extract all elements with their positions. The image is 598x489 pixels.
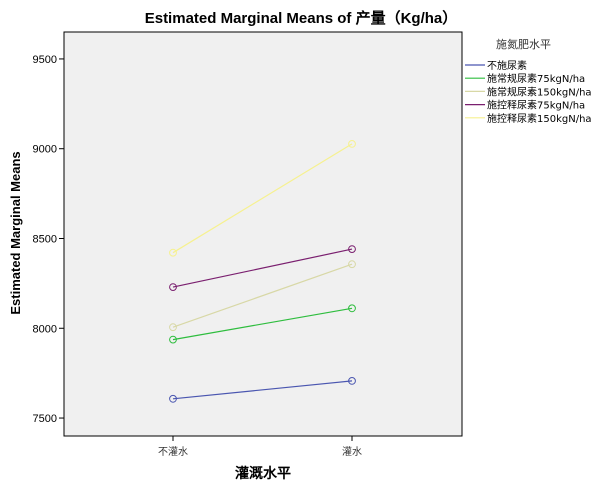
chart-title: Estimated Marginal Means of 产量（Kg/ha）: [145, 9, 458, 27]
series-layer: [169, 140, 356, 403]
legend-label: 施控释尿素75kgN/ha: [487, 99, 585, 112]
data-point: [169, 248, 177, 257]
legend-item: 不施尿素: [465, 59, 527, 72]
legend-label: 不施尿素: [487, 59, 527, 72]
legend-item: 施控释尿素75kgN/ha: [465, 99, 585, 112]
series-3: [169, 260, 356, 332]
data-point: [348, 140, 356, 148]
series-line: [172, 380, 353, 400]
y-axis-label: Estimated Marginal Means: [8, 151, 23, 314]
legend-title: 施氮肥水平: [496, 37, 551, 51]
x-tick-label: 不灌水: [158, 446, 188, 458]
plot-area: [63, 31, 463, 437]
x-tick-label: 灌水: [342, 446, 362, 458]
x-axis-label: 灌溉水平: [235, 465, 291, 482]
legend: 施氮肥水平 不施尿素施常规尿素75kgN/ha施常规尿素150kgN/ha施控释…: [465, 37, 592, 125]
legend-item: 施常规尿素75kgN/ha: [465, 72, 585, 85]
series-5: [169, 140, 356, 257]
y-tick-label: 9500: [33, 54, 57, 66]
x-axis: 不灌水 灌水: [158, 436, 362, 458]
data-point: [169, 323, 177, 332]
legend-label: 施常规尿素150kgN/ha: [487, 85, 592, 98]
series-line: [172, 248, 353, 288]
series-line: [172, 143, 353, 254]
legend-item: 施常规尿素150kgN/ha: [465, 85, 592, 98]
legend-item: 施控释尿素150kgN/ha: [465, 112, 592, 125]
series-1: [169, 377, 356, 403]
data-point: [169, 283, 177, 292]
data-point: [348, 245, 356, 254]
data-point: [169, 335, 177, 344]
data-point: [169, 394, 177, 403]
series-line: [172, 307, 353, 341]
y-tick-label: 8500: [33, 233, 57, 245]
y-tick-label: 7500: [33, 413, 57, 425]
y-axis: 7500 8000 8500 9000 9500: [33, 54, 64, 425]
series-4: [169, 245, 356, 292]
series-line: [172, 263, 353, 328]
series-2: [169, 304, 356, 344]
data-point: [348, 377, 356, 385]
legend-label: 施控释尿素150kgN/ha: [487, 112, 592, 125]
data-point: [348, 260, 356, 269]
y-tick-label: 9000: [33, 144, 57, 156]
y-tick-label: 8000: [33, 323, 57, 335]
data-point: [348, 304, 356, 313]
legend-label: 施常规尿素75kgN/ha: [487, 72, 585, 85]
